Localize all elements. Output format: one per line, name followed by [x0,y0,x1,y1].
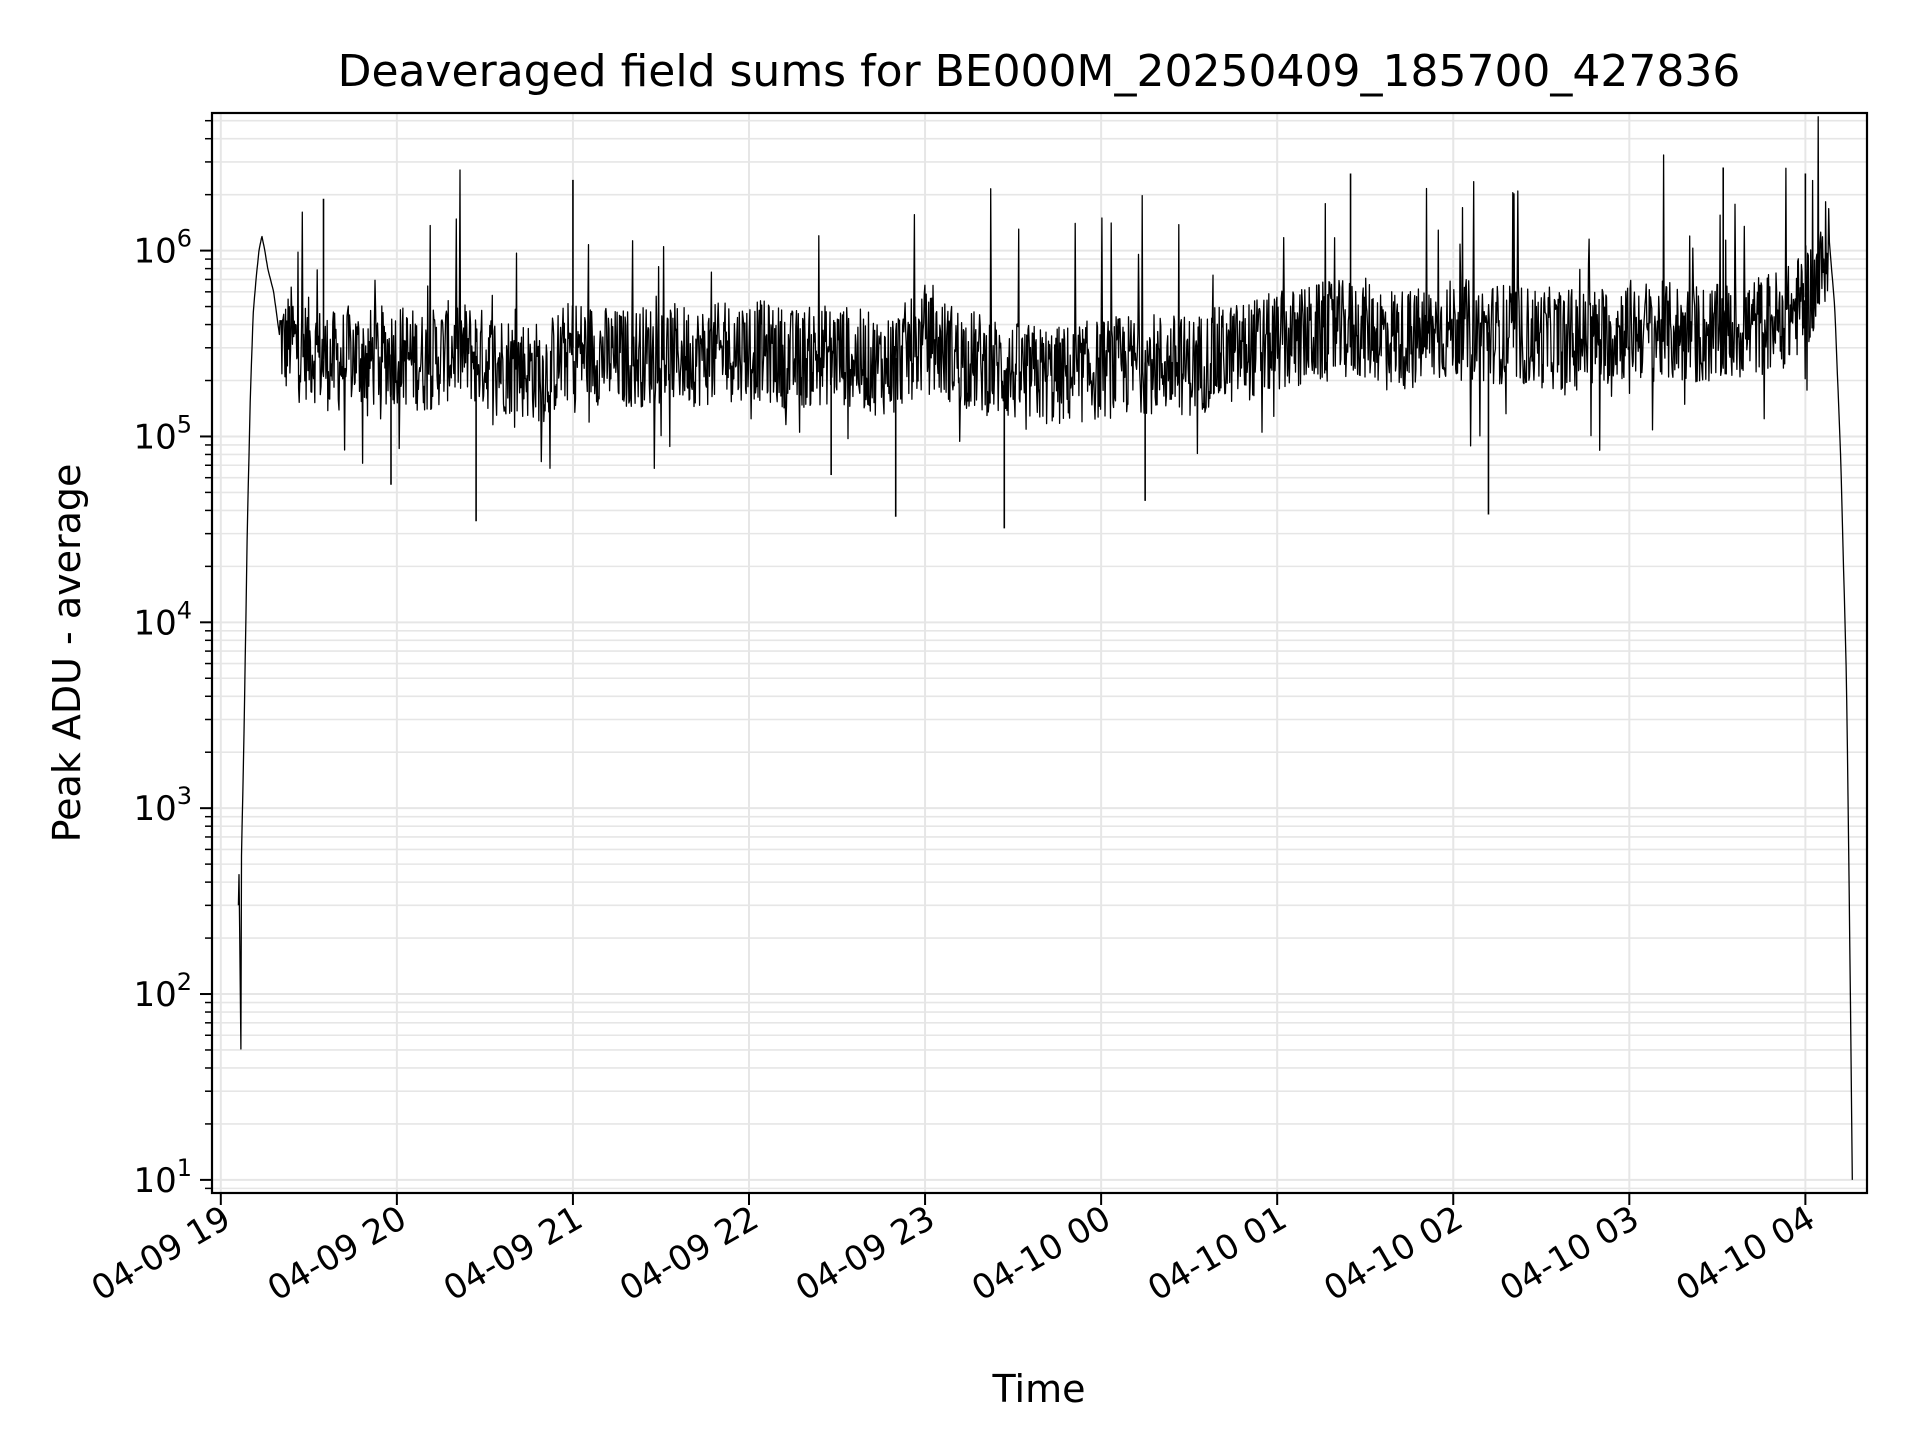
y-tick-label: 101 [133,1154,192,1201]
x-axis: 04-09 19 04-09 20 04-09 21 04-09 22 04-09 23… [85,1193,1822,1309]
y-axis: 101 102 103 104 105 106 [133,119,212,1201]
chart-title: Deaveraged field sums for BE000M_2025040… [338,46,1741,97]
x-axis-label: Time [992,1367,1086,1411]
y-tick-label: 104 [133,596,192,643]
x-tick-label: 04-09 23 [789,1198,941,1309]
y-axis-label: Peak ADU - average [45,464,89,843]
x-tick-label: 04-09 20 [261,1198,413,1309]
y-tick-label: 105 [133,410,192,457]
y-tick-label: 102 [133,968,192,1015]
x-tick-label: 04-10 04 [1669,1198,1821,1309]
x-tick-label: 04-09 19 [85,1198,237,1309]
series-line [237,116,1853,1180]
y-tick-label: 103 [133,782,192,829]
x-tick-label: 04-09 21 [437,1198,589,1309]
plot-area-frame [210,111,1869,1195]
data-layer [237,116,1853,1180]
x-tick-label: 04-10 02 [1317,1198,1469,1309]
x-tick-label: 04-10 03 [1493,1198,1645,1309]
x-tick-label: 04-10 01 [1141,1198,1293,1309]
x-tick-label: 04-09 22 [613,1198,765,1309]
x-tick-label: 04-10 00 [965,1198,1117,1309]
y-tick-label: 106 [133,225,192,272]
